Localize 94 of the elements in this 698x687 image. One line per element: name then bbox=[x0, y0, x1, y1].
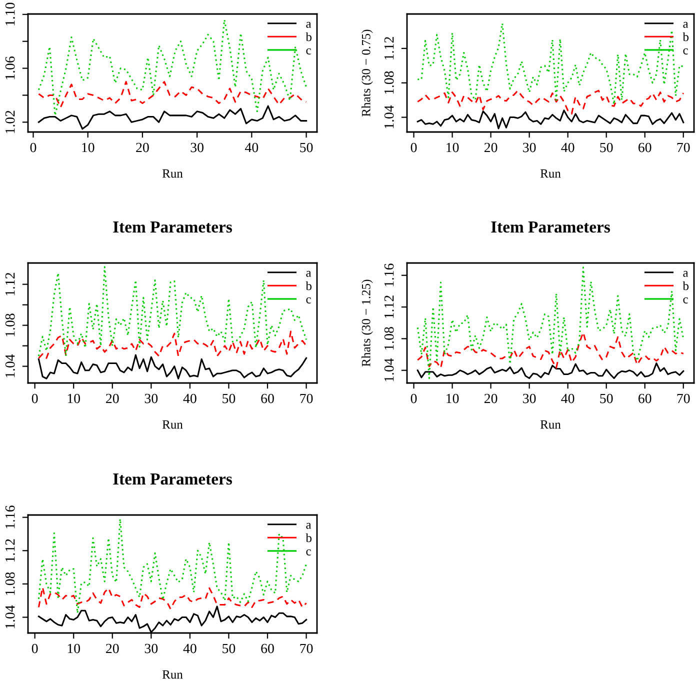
x-tick-label: 10 bbox=[68, 394, 80, 404]
y-tick-label: 1.06 bbox=[5, 56, 15, 80]
y-tick-label: 1.04 bbox=[5, 605, 15, 628]
x-tick-label: 20 bbox=[136, 142, 149, 152]
legend-label: c bbox=[306, 297, 311, 304]
y-tick-label: 1.16 bbox=[384, 264, 394, 286]
x-tick-label: 0 bbox=[410, 394, 417, 404]
line-series bbox=[38, 330, 308, 359]
legend-label: a bbox=[306, 522, 312, 529]
x-tick-label: 0 bbox=[32, 644, 38, 654]
x-axis-title: Run bbox=[540, 169, 561, 178]
y-tick-label: 1.12 bbox=[5, 539, 15, 562]
x-tick-label: 40 bbox=[245, 142, 258, 152]
line-series bbox=[38, 586, 308, 610]
y-tick-label: 1.16 bbox=[5, 506, 15, 528]
y-tick-label: 1.10 bbox=[5, 2, 15, 26]
x-tick-label: 0 bbox=[410, 142, 417, 152]
x-tick-label: 70 bbox=[677, 142, 690, 152]
line-series bbox=[416, 22, 684, 106]
x-tick-label: 70 bbox=[677, 394, 690, 404]
legend-label: b bbox=[682, 281, 689, 290]
x-tick-label: 70 bbox=[300, 394, 313, 404]
x-tick-label: 20 bbox=[106, 394, 119, 404]
line-series bbox=[38, 80, 308, 108]
y-tick-label: 1.08 bbox=[5, 314, 15, 336]
x-axis-title: Run bbox=[540, 420, 561, 429]
y-tick-label: 1.12 bbox=[5, 272, 15, 296]
x-tick-label: 70 bbox=[300, 644, 313, 654]
x-tick-label: 40 bbox=[183, 644, 196, 654]
chart-title: Item Parameters bbox=[113, 222, 232, 233]
x-axis-title: Run bbox=[162, 420, 183, 429]
chart-title: Item Parameters bbox=[491, 222, 610, 233]
y-tick-label: 1.04 bbox=[5, 354, 15, 378]
y-tick-label: 1.12 bbox=[384, 37, 394, 60]
x-tick-label: 10 bbox=[82, 142, 94, 152]
x-tick-label: 50 bbox=[222, 644, 236, 654]
y-tick-label: 1.08 bbox=[384, 327, 394, 350]
line-series bbox=[38, 518, 308, 614]
legend-label: b bbox=[306, 281, 312, 290]
legend-label: b bbox=[306, 32, 312, 42]
legend-label: b bbox=[306, 533, 312, 542]
line-series bbox=[38, 354, 308, 380]
legend-label: c bbox=[306, 549, 311, 556]
line-series bbox=[38, 266, 308, 357]
x-tick-label: 0 bbox=[30, 142, 36, 152]
x-tick-label: 60 bbox=[638, 142, 652, 152]
legend-label: a bbox=[683, 22, 688, 28]
line-series bbox=[416, 110, 684, 130]
x-tick-label: 60 bbox=[261, 644, 274, 654]
x-tick-label: 20 bbox=[484, 394, 498, 404]
line-series bbox=[38, 105, 308, 130]
x-tick-label: 50 bbox=[600, 394, 613, 404]
legend-label: c bbox=[683, 48, 688, 54]
line-series bbox=[416, 332, 684, 369]
x-tick-label: 10 bbox=[68, 644, 80, 654]
y-tick-label: 1.08 bbox=[5, 572, 15, 595]
x-tick-label: 40 bbox=[561, 394, 574, 404]
y-tick-label: 1.04 bbox=[384, 105, 394, 128]
line-series bbox=[416, 362, 684, 380]
x-tick-label: 20 bbox=[106, 644, 119, 654]
legend-label: a bbox=[306, 270, 312, 277]
x-tick-label: 50 bbox=[300, 142, 313, 152]
line-series bbox=[416, 266, 684, 380]
x-tick-label: 60 bbox=[261, 394, 274, 404]
legend-label: c bbox=[683, 297, 688, 304]
y-tick-label: 1.02 bbox=[5, 110, 15, 134]
x-tick-label: 30 bbox=[523, 142, 536, 152]
legend-label: c bbox=[306, 48, 311, 54]
x-tick-label: 60 bbox=[638, 394, 652, 404]
x-tick-label: 30 bbox=[144, 394, 158, 404]
y-tick-label: 1.04 bbox=[384, 358, 394, 382]
x-axis-title: Run bbox=[162, 169, 183, 178]
chart-title: Item Parameters bbox=[113, 474, 232, 485]
y-axis-title: Rhats (30 − 1.25) bbox=[362, 280, 373, 366]
x-tick-label: 30 bbox=[144, 644, 158, 654]
x-tick-label: 30 bbox=[190, 142, 204, 152]
x-tick-label: 20 bbox=[484, 142, 498, 152]
x-axis-title: Run bbox=[162, 670, 183, 679]
x-tick-label: 0 bbox=[32, 394, 38, 404]
y-axis-title: Rhats (30 − 0.75) bbox=[362, 30, 373, 116]
legend-label: a bbox=[683, 270, 688, 277]
legend-label: a bbox=[306, 22, 312, 28]
x-tick-label: 50 bbox=[600, 142, 613, 152]
y-tick-label: 1.12 bbox=[384, 296, 394, 318]
y-tick-label: 1.08 bbox=[384, 71, 394, 94]
x-tick-label: 50 bbox=[222, 394, 236, 404]
x-tick-label: 40 bbox=[183, 394, 196, 404]
x-tick-label: 10 bbox=[446, 142, 459, 152]
x-tick-label: 40 bbox=[561, 142, 574, 152]
line-series bbox=[416, 90, 684, 115]
legend-label: b bbox=[682, 32, 689, 42]
x-tick-label: 30 bbox=[523, 394, 536, 404]
x-tick-label: 10 bbox=[446, 394, 459, 404]
line-series bbox=[38, 19, 308, 116]
